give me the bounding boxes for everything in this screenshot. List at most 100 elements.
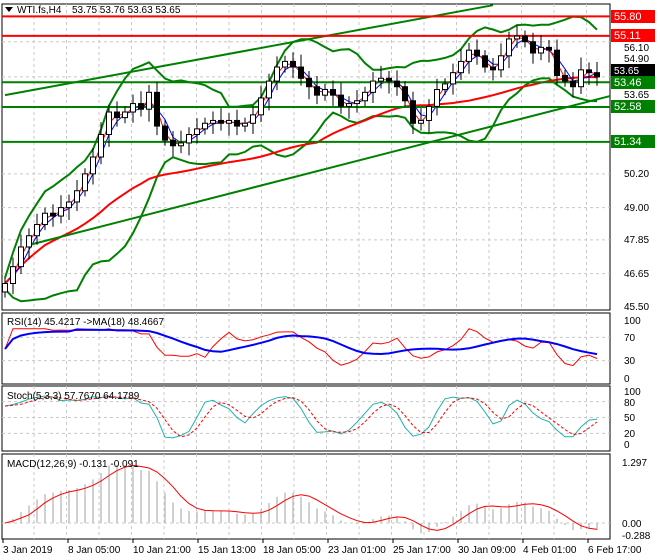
price-tick: 50.20 <box>624 169 649 180</box>
candle <box>250 114 256 124</box>
candle <box>138 103 144 110</box>
candle <box>522 35 528 43</box>
level-price-box <box>611 76 655 89</box>
ma-slow-line <box>4 75 598 285</box>
rsi-tick: 100 <box>624 316 641 327</box>
candle <box>66 201 72 209</box>
level-price-label: 55.11 <box>614 30 641 42</box>
current-price-label: 53.65 <box>614 66 639 77</box>
candle <box>338 94 344 107</box>
candle <box>530 41 536 54</box>
candle <box>586 69 592 74</box>
rsi-tick: 30 <box>624 356 636 367</box>
rsi-label: RSI(14) 45.4217 ->MA(18) 48.4667 <box>7 317 164 328</box>
candle <box>570 80 576 88</box>
macd-label: MACD(12,26,9) -0.131 -0.091 <box>7 459 139 470</box>
date-tick: 3 Jan 2019 <box>3 545 53 556</box>
date-tick: 4 Feb 01:00 <box>523 545 577 556</box>
candle <box>498 55 504 71</box>
candle <box>354 100 360 105</box>
candle <box>226 119 232 124</box>
candle <box>594 72 600 78</box>
candle <box>426 105 432 121</box>
candle <box>434 89 440 107</box>
price-tick: 46.65 <box>624 269 649 280</box>
price-tick: 49.00 <box>624 203 649 214</box>
trendline <box>28 95 611 246</box>
triangle-down-icon[interactable] <box>5 7 13 12</box>
candle <box>578 69 584 88</box>
candle <box>378 77 384 82</box>
rsi-ma-line <box>4 328 598 356</box>
candle <box>234 119 240 127</box>
macd-tick: 1.297 <box>622 458 647 469</box>
stoch-tick: 50 <box>624 413 636 424</box>
ohlc-label: 53.75 53.76 53.63 53.65 <box>72 5 181 16</box>
candle <box>154 91 160 127</box>
price-tick: 54.90 <box>624 54 649 65</box>
trendline <box>4 4 494 97</box>
candle <box>298 66 304 79</box>
candle <box>82 173 88 192</box>
candle <box>202 122 208 130</box>
stoch-tick: 0 <box>624 440 630 451</box>
current-price-box <box>611 64 655 76</box>
candle <box>506 38 512 57</box>
date-tick: 6 Feb 17:00 <box>588 545 642 556</box>
macd-tick: 0.00 <box>622 519 642 530</box>
candle <box>194 128 200 136</box>
bollinger-lower <box>4 77 598 303</box>
axes: 55.80 55.11 53.46 52.58 51.34 53.65 56.1054.90… <box>2 10 655 556</box>
price-tick: 56.10 <box>624 43 649 54</box>
stoch-label: Stoch(5,3,3) 57.7670 64.1789 <box>7 391 140 402</box>
candle <box>490 66 496 71</box>
candle <box>162 125 168 141</box>
date-tick: 15 Jan 13:00 <box>198 545 256 556</box>
date-tick: 8 Jan 05:00 <box>68 545 121 556</box>
candle <box>98 134 104 158</box>
candle <box>58 207 64 217</box>
price-tick: 45.50 <box>624 302 649 313</box>
price-tick: 47.85 <box>624 235 649 246</box>
candle <box>362 91 368 102</box>
stoch-tick: 80 <box>624 398 636 409</box>
candle <box>242 122 248 127</box>
candle <box>410 100 416 124</box>
candle <box>546 46 552 51</box>
level-price-box <box>611 29 655 42</box>
price-panel <box>2 4 611 303</box>
level-price-box <box>611 100 655 113</box>
candle <box>466 49 472 62</box>
candle <box>562 74 568 82</box>
candle <box>386 77 392 82</box>
candle <box>34 223 40 237</box>
candle <box>210 119 216 124</box>
candle <box>330 89 336 96</box>
date-tick: 18 Jan 05:00 <box>263 545 321 556</box>
stoch-tick: 20 <box>624 429 636 440</box>
candle <box>482 55 488 68</box>
candle <box>402 86 408 102</box>
candle <box>10 266 16 285</box>
candle <box>106 111 112 136</box>
candle <box>90 156 96 175</box>
candle <box>370 80 376 93</box>
candle <box>290 60 296 68</box>
candle <box>2 283 8 293</box>
candle <box>514 35 520 40</box>
level-price-label: 55.80 <box>614 11 642 23</box>
candle <box>442 83 448 91</box>
rsi-frame <box>1 312 611 385</box>
candle <box>18 246 24 268</box>
candle <box>458 60 464 74</box>
candle <box>26 235 32 248</box>
candle <box>178 142 184 147</box>
macd-tick: -0.288 <box>622 531 651 542</box>
candle <box>450 72 456 85</box>
date-tick: 25 Jan 17:00 <box>393 545 451 556</box>
candle <box>130 103 136 113</box>
candle <box>418 119 424 124</box>
candle <box>306 77 312 88</box>
